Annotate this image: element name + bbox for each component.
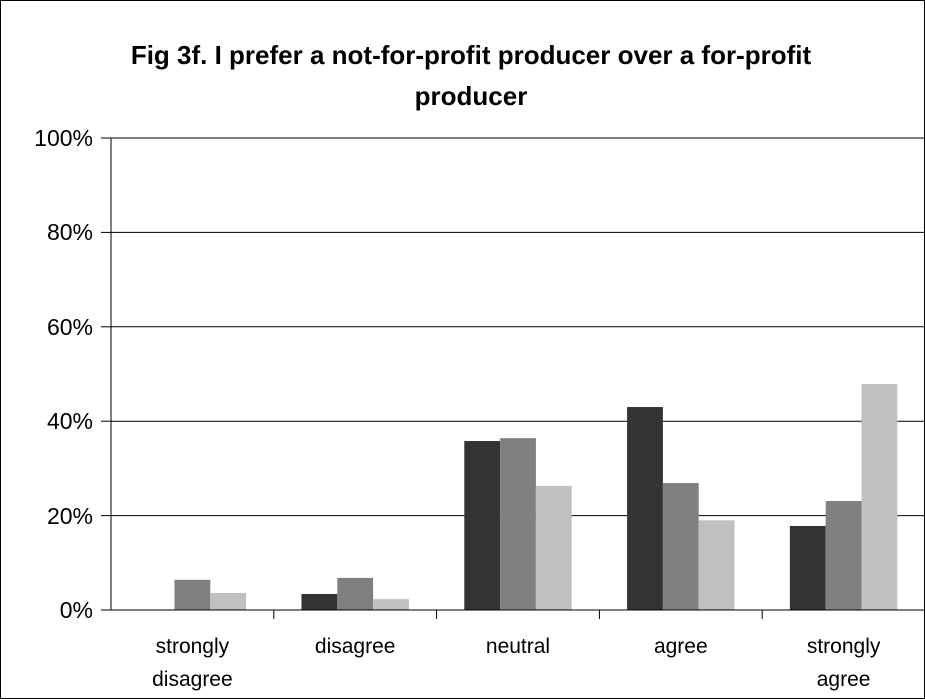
bar [825, 500, 862, 610]
bar [301, 593, 338, 610]
bar [535, 485, 572, 610]
y-tick-label: 80% [46, 219, 93, 246]
x-tick-label: strongly disagree [152, 635, 233, 691]
bar [500, 438, 536, 610]
bar [210, 593, 247, 610]
y-tick-label: 0% [59, 597, 93, 623]
bar [337, 577, 374, 610]
x-tick-label: disagree [314, 635, 396, 658]
chart-title: Fig 3f. I prefer a not-for-profit produc… [130, 40, 812, 111]
x-tick-label: agree [653, 635, 708, 658]
x-tick-label: strongly agree [806, 635, 881, 691]
y-tick-label: 100% [34, 125, 93, 151]
bar [789, 525, 826, 610]
bar [464, 441, 501, 610]
bar [861, 383, 898, 610]
x-tick-label: neutral [485, 635, 551, 658]
bar [698, 520, 735, 610]
y-tick-label: 60% [46, 313, 93, 340]
bar [373, 599, 409, 610]
bar [627, 407, 663, 610]
y-tick-label: 20% [46, 502, 93, 529]
bar [662, 483, 699, 610]
bar [174, 579, 211, 610]
y-tick-label: 40% [46, 408, 93, 435]
